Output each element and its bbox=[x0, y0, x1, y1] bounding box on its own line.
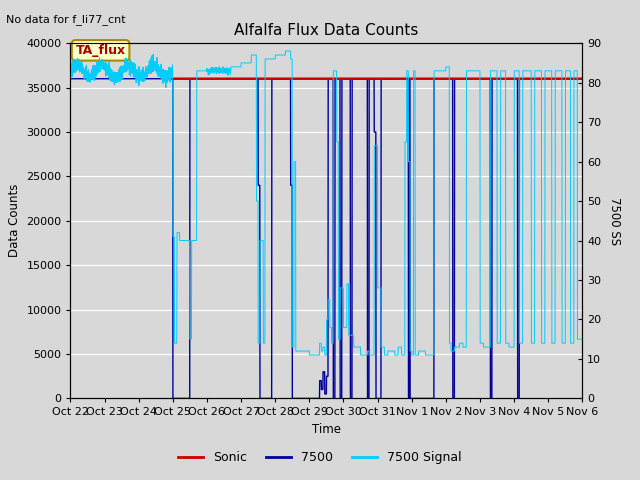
Text: TA_flux: TA_flux bbox=[76, 44, 125, 57]
X-axis label: Time: Time bbox=[312, 423, 341, 436]
Legend: Sonic, 7500, 7500 Signal: Sonic, 7500, 7500 Signal bbox=[173, 446, 467, 469]
Title: Alfalfa Flux Data Counts: Alfalfa Flux Data Counts bbox=[234, 23, 419, 38]
Y-axis label: Data Counts: Data Counts bbox=[8, 184, 20, 257]
Text: No data for f_li77_cnt: No data for f_li77_cnt bbox=[6, 14, 126, 25]
Y-axis label: 7500 SS: 7500 SS bbox=[608, 197, 621, 245]
